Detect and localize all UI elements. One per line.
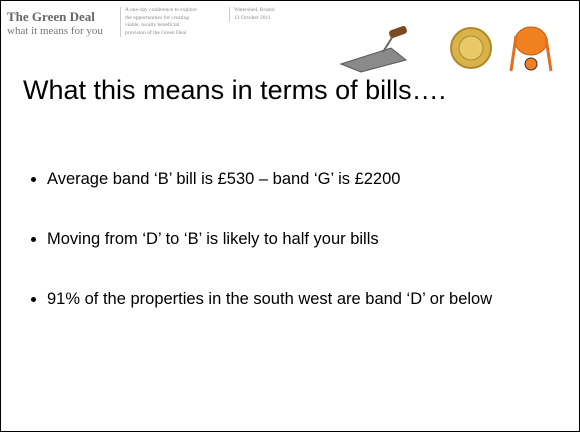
trowel-icon: [341, 25, 408, 72]
bullet: 91% of the properties in the south west …: [47, 289, 552, 309]
venue-line: 13 October 2011: [234, 15, 275, 23]
description-line: viable, locally beneficial: [125, 22, 197, 30]
slide-title: What this means in terms of bills….: [23, 75, 446, 106]
header-title: The Green Deal: [7, 9, 95, 25]
description-line: provision of the Green Deal: [125, 30, 197, 38]
header-subtitle: what it means for you: [7, 25, 103, 37]
bullet: Moving from ‘D’ to ‘B’ is likely to half…: [47, 229, 552, 249]
slide: The Green Deal what it means for you A o…: [0, 0, 580, 432]
bullet-list: Average band ‘B’ bill is £530 – band ‘G’…: [23, 169, 552, 349]
header-icons: [331, 16, 561, 76]
description-line: A one-day conference to explore: [125, 7, 197, 15]
header-description: A one-day conference to explore the oppo…: [120, 7, 197, 37]
venue-line: Watershed, Bristol: [234, 7, 275, 15]
bullet: Average band ‘B’ bill is £530 – band ‘G’…: [47, 169, 552, 189]
coin-icon: [451, 28, 491, 68]
description-line: the opportunities for creating: [125, 15, 197, 23]
header-venue: Watershed, Bristol 13 October 2011: [229, 7, 275, 22]
cement-mixer-icon: [511, 27, 551, 71]
